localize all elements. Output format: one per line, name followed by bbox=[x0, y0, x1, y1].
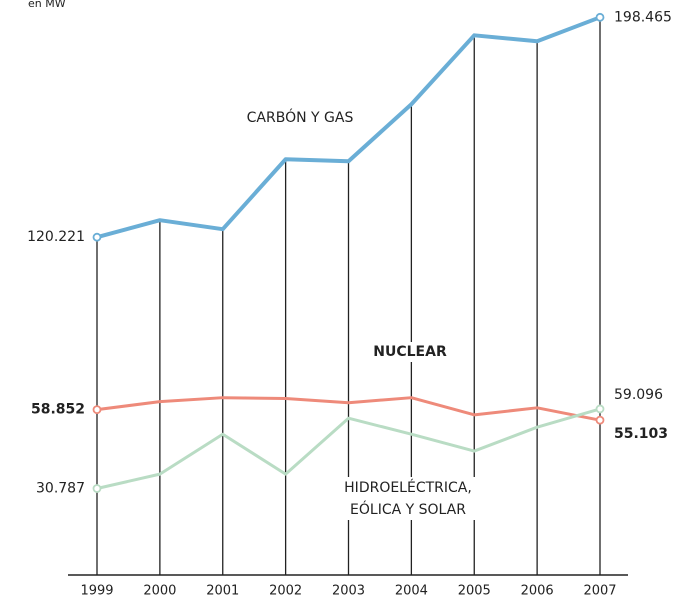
x-tick-label: 2006 bbox=[521, 584, 554, 599]
y-axis-label: en MW bbox=[28, 0, 66, 10]
series-label: HIDROELÉCTRICA, EÓLICA Y SOLAR bbox=[344, 479, 472, 518]
value-label: 58.852 bbox=[31, 402, 85, 418]
series-label: CARBÓN Y GAS bbox=[247, 108, 354, 126]
endpoint bbox=[595, 12, 605, 22]
x-tick-label: 2004 bbox=[395, 584, 428, 599]
series-line bbox=[96, 407, 601, 490]
endpoint bbox=[92, 405, 102, 415]
endpoint bbox=[595, 415, 605, 425]
value-label: 30.787 bbox=[36, 480, 85, 496]
x-tick-label: 2005 bbox=[458, 584, 491, 599]
label-backing bbox=[369, 342, 451, 362]
endpoint bbox=[595, 404, 605, 414]
endpoint bbox=[92, 484, 102, 493]
series-line bbox=[96, 396, 601, 422]
value-label: 120.221 bbox=[27, 229, 85, 245]
value-label: 59.096 bbox=[614, 387, 663, 403]
x-tick-label: 2003 bbox=[332, 584, 365, 599]
endpoint bbox=[92, 232, 102, 242]
x-tick-label: 2007 bbox=[583, 584, 616, 599]
series-line bbox=[96, 15, 601, 240]
x-tick-label: 1999 bbox=[80, 584, 113, 599]
label-backing bbox=[242, 106, 358, 128]
x-tick-label: 2002 bbox=[269, 584, 302, 599]
value-label: 198.465 bbox=[614, 9, 672, 25]
label-backing bbox=[340, 477, 476, 520]
x-tick-label: 2001 bbox=[206, 584, 239, 599]
value-label: 55.103 bbox=[614, 426, 668, 442]
series-label: NUCLEAR bbox=[373, 344, 447, 360]
x-tick-label: 2000 bbox=[143, 584, 176, 599]
